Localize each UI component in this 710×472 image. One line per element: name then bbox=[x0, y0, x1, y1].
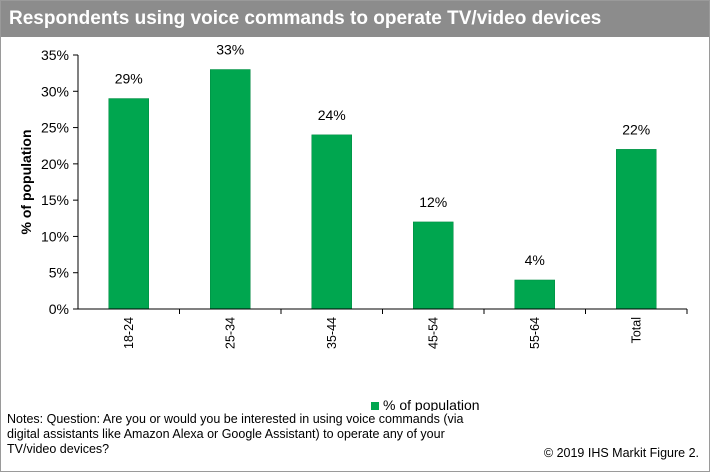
x-tick-label: 55-64 bbox=[528, 317, 542, 349]
x-tick-label: Total bbox=[629, 317, 643, 343]
legend-swatch bbox=[371, 402, 379, 410]
y-tick-label: 35% bbox=[41, 47, 69, 63]
chart-title: Respondents using voice commands to oper… bbox=[9, 8, 602, 29]
legend-label: % of population bbox=[383, 397, 480, 411]
x-tick-label: 18-24 bbox=[122, 317, 136, 349]
copyright-text: © 2019 IHS Markit Figure 2. bbox=[543, 446, 699, 460]
notes-text: Notes: Question: Are you or would you be… bbox=[7, 412, 464, 456]
y-tick-label: 30% bbox=[41, 83, 69, 99]
data-label: 33% bbox=[216, 42, 244, 58]
y-tick-label: 10% bbox=[41, 228, 69, 244]
bar bbox=[210, 69, 251, 310]
y-tick-label: 0% bbox=[49, 301, 69, 317]
y-tick-label: 20% bbox=[41, 156, 69, 172]
title-bar: Respondents using voice commands to oper… bbox=[1, 1, 709, 37]
data-label: 4% bbox=[525, 252, 545, 268]
bar bbox=[616, 149, 657, 310]
data-label: 22% bbox=[622, 121, 650, 137]
y-tick-label: 5% bbox=[49, 265, 69, 281]
x-tick-label: 35-44 bbox=[325, 317, 339, 349]
bar bbox=[311, 134, 352, 310]
y-tick-label: 25% bbox=[41, 120, 69, 136]
bar bbox=[413, 221, 454, 310]
y-axis-label: % of population bbox=[18, 130, 34, 235]
x-tick-label: 25-34 bbox=[223, 317, 237, 349]
bar-chart: 0% 5% 10% 15% 20% 25% 30% 35% 29% 33% 24% 12% 4% 22%… bbox=[18, 42, 688, 411]
data-label: 29% bbox=[115, 71, 143, 87]
bar bbox=[108, 98, 149, 310]
data-label: 24% bbox=[318, 107, 346, 123]
data-label: 12% bbox=[419, 194, 447, 210]
x-tick-label: 45-54 bbox=[426, 317, 440, 349]
legend: % of population bbox=[371, 397, 480, 411]
y-tick-label: 15% bbox=[41, 192, 69, 208]
bar bbox=[514, 279, 555, 310]
